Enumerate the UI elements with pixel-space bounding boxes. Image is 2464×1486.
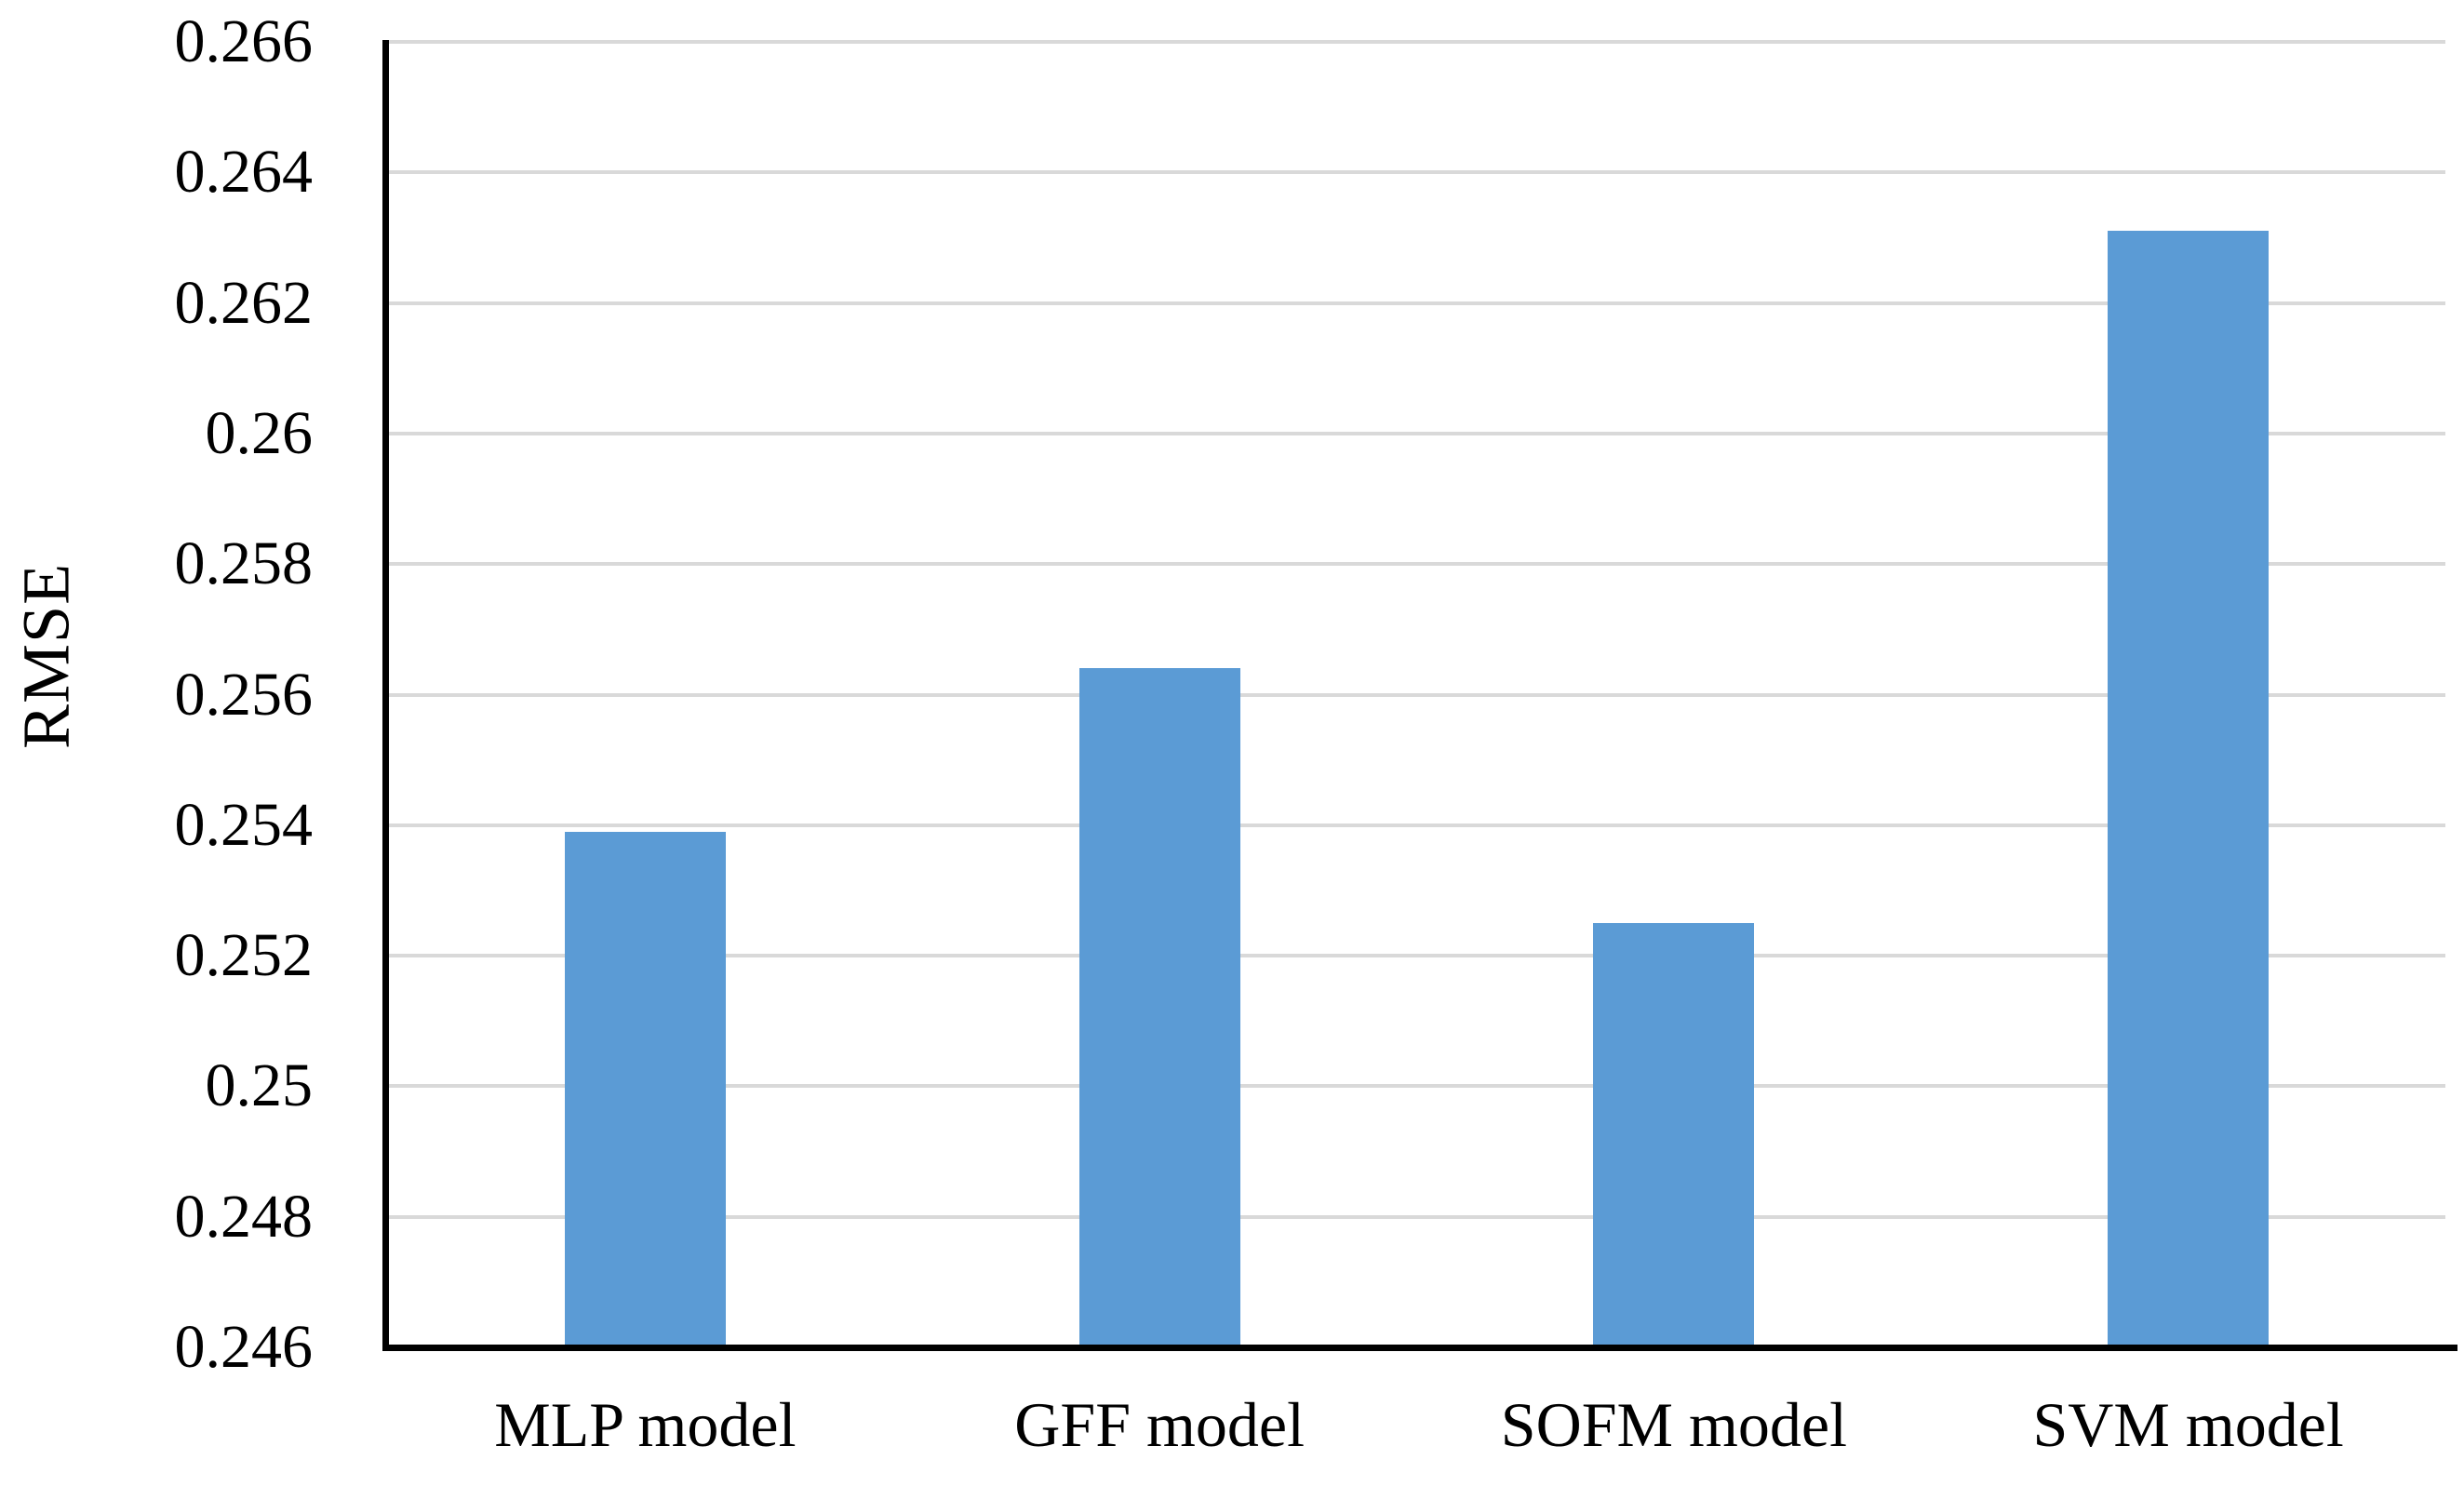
gridline [388, 170, 2445, 175]
gridline [388, 1214, 2445, 1219]
y-tick-label: 0.248 [174, 1182, 314, 1251]
gridline [388, 301, 2445, 305]
y-tick-label: 0.262 [174, 268, 314, 337]
y-tick-label: 0.26 [205, 398, 314, 467]
x-category-label: GFF model [1014, 1389, 1305, 1460]
y-tick-label: 0.256 [174, 660, 314, 729]
gridline [388, 954, 2445, 958]
gridline [388, 692, 2445, 697]
y-axis-line [382, 40, 389, 1351]
gridline [388, 823, 2445, 827]
bar-mlp-model [564, 831, 726, 1347]
bar-sofm-model [1593, 923, 1755, 1347]
y-tick-label: 0.25 [205, 1051, 314, 1120]
bar-svm-model [2108, 231, 2270, 1347]
x-axis-line [382, 1345, 2457, 1351]
gridline [388, 40, 2445, 44]
y-tick-label: 0.252 [174, 921, 314, 990]
y-tick-label: 0.246 [174, 1313, 314, 1381]
y-tick-label: 0.254 [174, 790, 314, 859]
x-category-label: SVM model [2032, 1389, 2344, 1460]
y-tick-label: 0.266 [174, 7, 314, 75]
gridline [388, 1084, 2445, 1089]
x-category-label: SOFM model [1500, 1389, 1847, 1460]
x-category-label: MLP model [494, 1389, 797, 1460]
y-tick-label: 0.258 [174, 529, 314, 598]
bar-gff-model [1078, 668, 1240, 1347]
gridline [388, 562, 2445, 567]
gridline [388, 431, 2445, 435]
y-tick-label: 0.264 [174, 138, 314, 207]
plot-area [388, 40, 2445, 1347]
